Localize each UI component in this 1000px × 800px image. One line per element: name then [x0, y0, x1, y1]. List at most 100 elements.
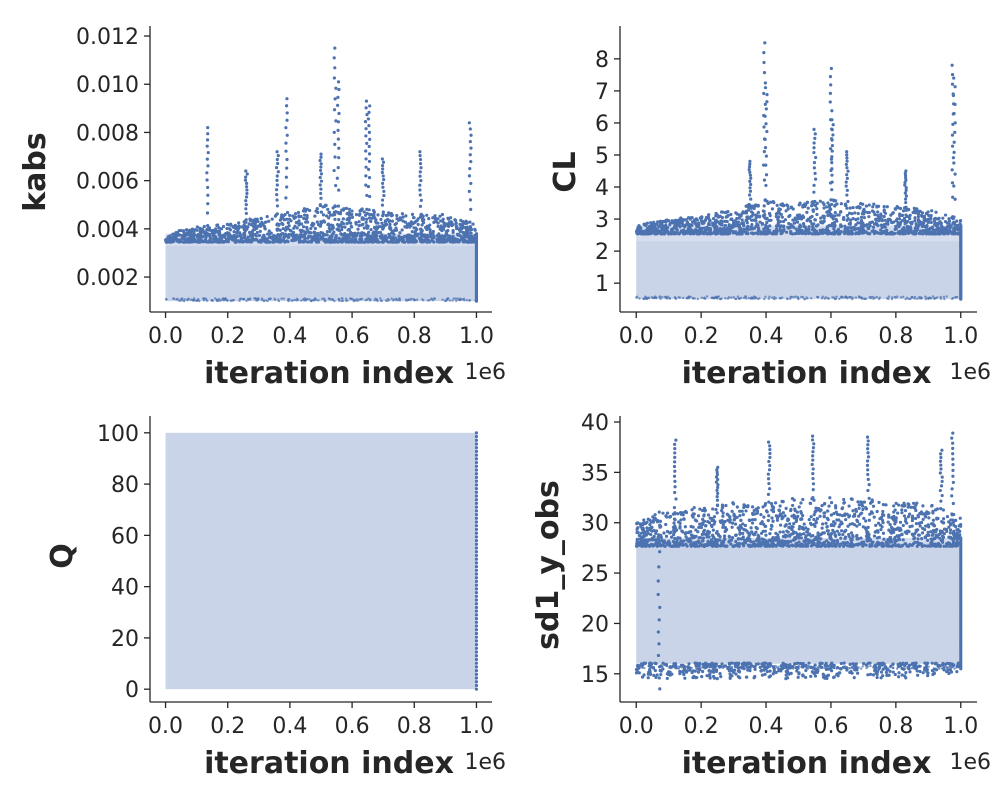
- sample-point: [730, 296, 733, 299]
- sample-point: [654, 531, 658, 536]
- sample-point: [912, 501, 916, 505]
- y-tick-label: 1: [595, 272, 609, 297]
- sample-point: [463, 233, 467, 237]
- end-column-point: [474, 531, 479, 535]
- end-column-point: [474, 446, 479, 450]
- sample-point: [764, 295, 767, 298]
- sample-point: [885, 205, 889, 209]
- sample-point: [325, 233, 329, 237]
- sample-point: [452, 297, 455, 300]
- sample-point: [804, 228, 808, 232]
- sample-point: [376, 239, 380, 244]
- sample-point: [818, 514, 822, 518]
- sample-point: [215, 229, 220, 234]
- sample-point: [682, 232, 686, 236]
- sample-point: [777, 211, 782, 215]
- sample-point: [380, 221, 384, 225]
- sample-point: [698, 522, 702, 526]
- sample-point: [431, 239, 435, 243]
- spike-point: [748, 189, 753, 193]
- spike-point: [764, 122, 768, 126]
- sample-point: [195, 225, 199, 229]
- spike-point: [206, 150, 210, 155]
- spike-point: [762, 60, 766, 65]
- sample-point: [879, 228, 883, 232]
- sample-point: [888, 522, 892, 527]
- y-axis-label: CL: [548, 151, 583, 192]
- sample-point: [814, 519, 818, 524]
- sample-point: [331, 213, 336, 217]
- sample-point: [898, 528, 902, 532]
- sample-point: [797, 203, 801, 207]
- sample-point: [782, 224, 786, 228]
- spike-point: [844, 162, 848, 167]
- spike-point: [830, 167, 834, 171]
- sample-point: [225, 226, 229, 231]
- sample-point: [831, 528, 835, 532]
- sample-point: [862, 500, 866, 504]
- sample-point: [360, 217, 364, 221]
- sample-point: [839, 202, 843, 206]
- sample-point: [773, 501, 778, 505]
- sample-point: [229, 299, 232, 302]
- sample-point: [280, 239, 284, 243]
- sample-point: [247, 222, 251, 226]
- sample-point: [811, 533, 815, 538]
- spike-point: [276, 170, 280, 174]
- sample-point: [425, 213, 429, 217]
- spike-point: [205, 178, 209, 182]
- sample-point: [461, 298, 464, 301]
- sample-point: [851, 534, 855, 538]
- sample-point: [682, 296, 685, 300]
- spike-point: [364, 165, 368, 169]
- sample-point: [410, 229, 414, 234]
- sample-point: [895, 534, 899, 538]
- sample-point: [927, 516, 931, 520]
- sample-point: [867, 203, 871, 207]
- sample-point: [856, 500, 860, 504]
- sample-point: [251, 233, 255, 237]
- sample-point: [832, 296, 836, 299]
- sample-point: [330, 239, 334, 243]
- sample-point: [734, 230, 738, 234]
- sample-point: [889, 213, 893, 217]
- sample-point: [802, 224, 806, 228]
- sample-point: [732, 512, 736, 516]
- sample-point: [882, 537, 886, 541]
- sample-point: [314, 239, 318, 243]
- sample-point: [353, 231, 357, 235]
- sample-point: [825, 205, 829, 209]
- sample-point: [369, 228, 373, 232]
- sample-point: [906, 219, 910, 224]
- sample-point: [412, 226, 416, 230]
- sample-point: [432, 220, 436, 224]
- sample-point: [816, 295, 820, 299]
- spike-point: [382, 193, 386, 198]
- sample-point: [201, 297, 205, 300]
- sample-point: [721, 539, 725, 543]
- sample-point: [647, 296, 651, 300]
- sample-point: [346, 216, 350, 221]
- sample-point: [881, 521, 885, 525]
- y-tick-label: 8: [595, 48, 609, 73]
- sample-point: [389, 235, 393, 239]
- sample-point: [340, 233, 344, 237]
- sample-point: [892, 530, 896, 534]
- end-column-point: [474, 587, 479, 591]
- sample-point: [419, 237, 424, 241]
- sample-point: [828, 496, 832, 500]
- spike-point: [952, 161, 956, 165]
- sample-point: [789, 539, 793, 543]
- sample-point: [664, 227, 669, 231]
- sample-point: [828, 213, 832, 217]
- sample-point: [767, 228, 771, 232]
- spike-point: [332, 168, 336, 173]
- x-tick-label: 1.0: [459, 714, 494, 739]
- sample-point: [365, 226, 369, 230]
- sd1-y-obs-trace-panel: 0.0 0.2 0.4 0.6 0.8 1.0152025303540iteration …: [531, 411, 991, 781]
- sample-point: [689, 544, 693, 548]
- sample-point: [937, 221, 941, 225]
- sample-point: [362, 226, 366, 230]
- sample-point: [286, 299, 290, 302]
- sample-point: [340, 220, 344, 224]
